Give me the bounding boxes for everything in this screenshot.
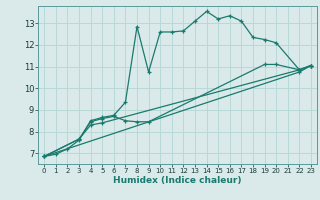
X-axis label: Humidex (Indice chaleur): Humidex (Indice chaleur) <box>113 176 242 185</box>
